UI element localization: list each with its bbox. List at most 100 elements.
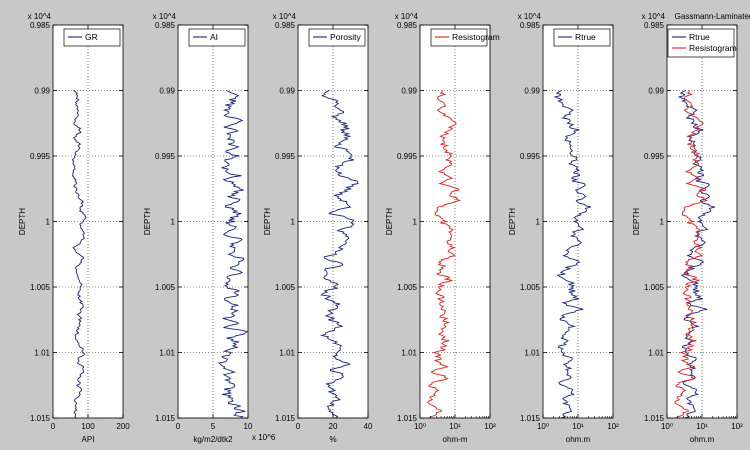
legend: AI (188, 28, 246, 47)
y-tick-label: 1.01 (279, 349, 295, 358)
plot-area (543, 25, 613, 418)
x-tick-label: 10⁰ (661, 422, 673, 431)
x-tick-label: 10⁰ (537, 422, 549, 431)
y-tick-label: 0.985 (520, 21, 541, 30)
y-tick-label: 1.015 (520, 414, 541, 423)
series-line-rtrue (677, 90, 716, 418)
y-tick-label: 1.015 (275, 414, 296, 423)
y-multiplier: x 10^4 (28, 12, 52, 21)
y-tick-label: 0.99 (159, 87, 175, 96)
y-tick-label: 0.985 (155, 21, 176, 30)
legend-box (430, 28, 488, 47)
x-tick-label: 0 (176, 422, 181, 431)
x-tick-label: 10² (607, 422, 619, 431)
y-tick-label: 1.005 (155, 283, 176, 292)
x-axis-label: API (82, 435, 95, 444)
y-tick-label: 0.985 (397, 21, 418, 30)
series-line-porosity (319, 90, 359, 418)
y-multiplier: x 10^4 (153, 12, 177, 21)
x-tick-label: 10² (484, 422, 496, 431)
y-tick-label: 1 (291, 218, 296, 227)
x-tick-label: 0 (296, 422, 301, 431)
y-tick-label: 0.995 (397, 152, 418, 161)
y-tick-label: 0.995 (520, 152, 541, 161)
y-tick-label: 1.015 (644, 414, 665, 423)
y-tick-label: 0.99 (401, 87, 417, 96)
y-axis-label: DEPTH (263, 208, 272, 235)
y-tick-label: 1 (536, 218, 541, 227)
y-tick-label: 0.985 (275, 21, 296, 30)
y-multiplier: x 10^4 (273, 12, 297, 21)
legend-box (63, 28, 121, 47)
x-tick-label: 100 (81, 422, 95, 431)
series-line-resistogram (427, 90, 462, 418)
y-tick-label: 1 (660, 218, 665, 227)
y-tick-label: 1.01 (159, 349, 175, 358)
chart-title: Gassmann-Laminated (675, 12, 750, 21)
y-tick-label: 1.015 (155, 414, 176, 423)
x-tick-label: 10² (731, 422, 743, 431)
plot-area (298, 25, 368, 418)
y-multiplier: x 10^4 (395, 12, 419, 21)
y-tick-label: 0.985 (30, 21, 51, 30)
legend-box (553, 28, 611, 47)
y-tick-label: 1.015 (397, 414, 418, 423)
legend-box (308, 28, 366, 47)
y-tick-label: 1.01 (648, 349, 664, 358)
legend-label: Rtrue (689, 32, 710, 42)
y-tick-label: 0.99 (524, 87, 540, 96)
y-tick-label: 0.995 (275, 152, 296, 161)
y-tick-label: 1 (413, 218, 418, 227)
y-tick-label: 0.985 (644, 21, 665, 30)
x-tick-label: 10¹ (449, 422, 461, 431)
legend-label: Resistogram (689, 43, 737, 53)
legend: Resistogram (430, 28, 500, 47)
plot-area (667, 25, 737, 418)
y-tick-label: 0.99 (279, 87, 295, 96)
x-tick-label: 20 (329, 422, 338, 431)
x-multiplier: x 10^6 (252, 433, 276, 442)
legend-box (667, 28, 735, 58)
x-axis-label: kg/m2/dtk2 (193, 435, 233, 444)
x-tick-label: 10¹ (572, 422, 584, 431)
y-multiplier: x 10^4 (518, 12, 542, 21)
y-tick-label: 1.005 (644, 283, 665, 292)
y-axis-label: DEPTH (385, 208, 394, 235)
x-tick-label: 5 (211, 422, 216, 431)
x-axis-label: ohm-m (443, 435, 468, 444)
series-line-resistogram (674, 90, 709, 418)
legend: Rtrue (553, 28, 611, 47)
y-tick-label: 1.01 (524, 349, 540, 358)
plot-area (53, 25, 123, 418)
x-tick-label: 40 (364, 422, 373, 431)
series-line-gr (71, 90, 87, 418)
legend-label: Rtrue (575, 32, 596, 42)
legend-box (188, 28, 246, 47)
y-axis-label: DEPTH (18, 208, 27, 235)
y-axis-label: DEPTH (143, 208, 152, 235)
legend-label: Porosity (330, 32, 361, 42)
y-tick-label: 1.005 (397, 283, 418, 292)
plot-area (178, 25, 248, 418)
y-tick-label: 1.005 (520, 283, 541, 292)
legend-label: GR (85, 32, 98, 42)
x-axis-label: ohm.m (690, 435, 715, 444)
y-tick-label: 1.015 (30, 414, 51, 423)
series-line-rtrue (553, 90, 592, 418)
plot-area (420, 25, 490, 418)
legend-label: AI (210, 32, 218, 42)
x-tick-label: 10⁰ (414, 422, 426, 431)
y-tick-label: 1.01 (401, 349, 417, 358)
y-axis-label: DEPTH (508, 208, 517, 235)
y-tick-label: 0.99 (648, 87, 664, 96)
y-tick-label: 1.01 (34, 349, 50, 358)
y-tick-label: 1 (46, 218, 51, 227)
y-axis-label: DEPTH (632, 208, 641, 235)
